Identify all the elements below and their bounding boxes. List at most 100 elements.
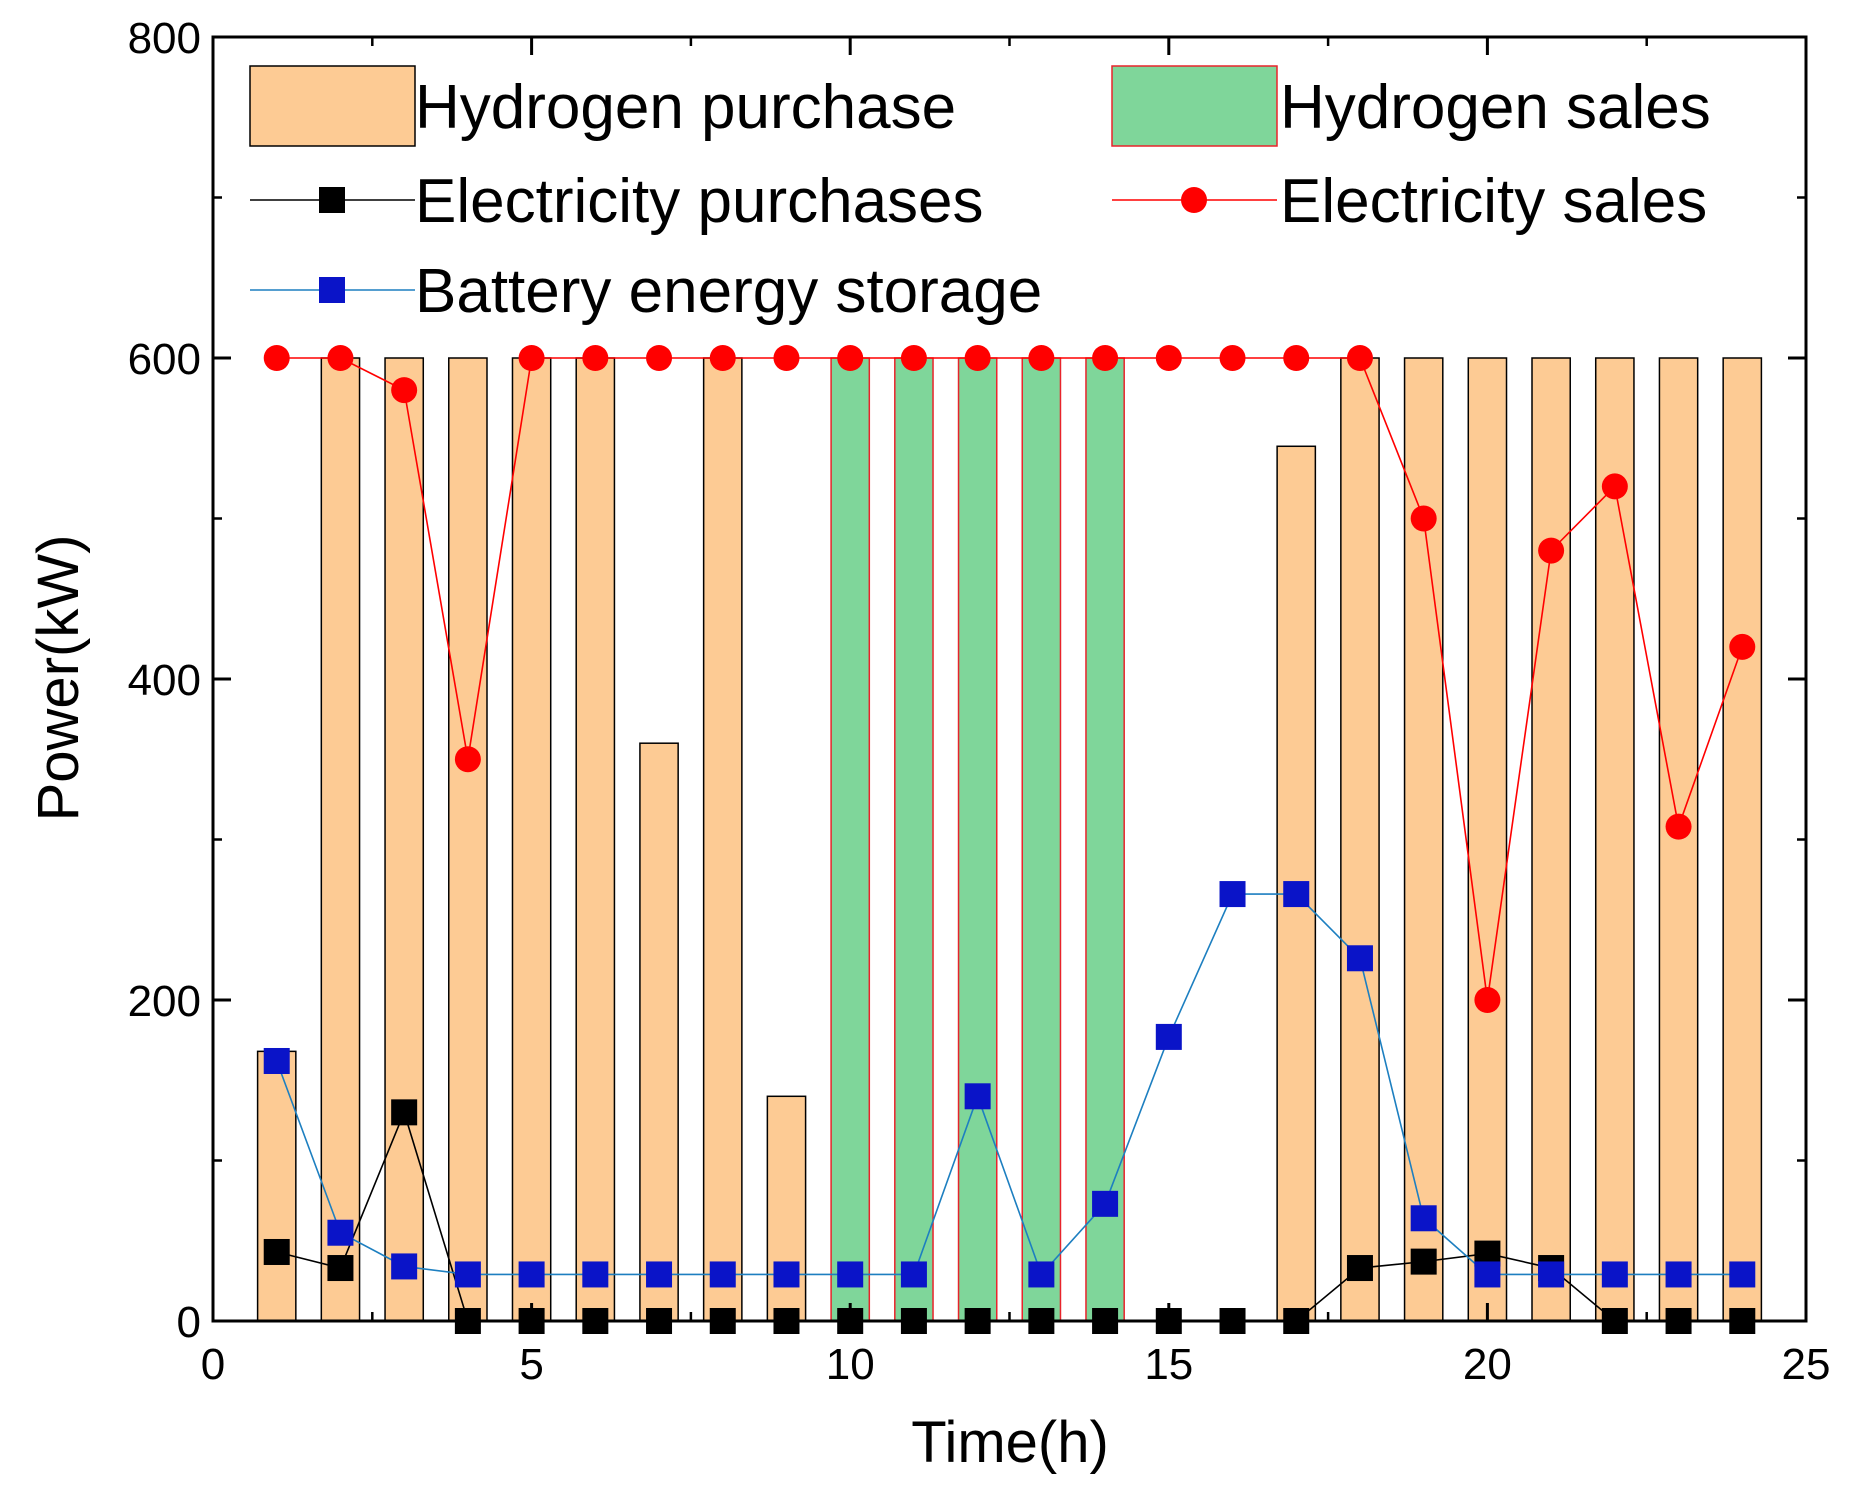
battery-energy-storage-point — [518, 1261, 545, 1288]
electricity-sales-point — [646, 345, 673, 371]
battery-energy-storage-point — [1028, 1261, 1055, 1288]
legend-item-electricity-purchases: Electricity purchases — [250, 167, 984, 236]
electricity-sales-point — [1092, 345, 1119, 371]
electricity-sales-point — [773, 345, 800, 371]
electricity-sales-point — [1410, 505, 1437, 532]
battery-energy-storage-point — [1410, 1205, 1437, 1232]
electricity-purchases-point — [327, 1255, 354, 1282]
y-tick-label: 0 — [177, 1298, 201, 1347]
electricity-sales-point — [1346, 345, 1373, 371]
x-tick-label: 15 — [1144, 1340, 1193, 1389]
battery-energy-storage-point — [1665, 1261, 1692, 1288]
hydrogen-purchase-bar — [702, 357, 743, 1322]
legend: Hydrogen purchase Hydrogen sales Electrici… — [249, 65, 1711, 326]
electricity-purchases-point — [263, 1238, 290, 1265]
battery-energy-storage-point — [582, 1261, 609, 1288]
x-tick-label: 10 — [826, 1340, 875, 1389]
electricity-sales-point — [1155, 345, 1182, 371]
hydrogen-purchase-bar — [448, 357, 488, 1322]
hydrogen-sales-bar — [1085, 357, 1125, 1322]
battery-energy-storage-point — [964, 1083, 991, 1110]
battery-energy-storage-point — [1283, 881, 1310, 908]
legend-marker — [1181, 187, 1207, 213]
electricity-sales-point — [1474, 987, 1501, 1013]
hydrogen-purchase-bar — [1403, 357, 1444, 1322]
y-tick-label: 800 — [128, 14, 201, 63]
hydrogen-purchase-bar — [639, 742, 679, 1322]
electricity-purchases-point — [391, 1099, 418, 1126]
electricity-sales-point — [964, 345, 991, 371]
electricity-sales-point — [1729, 633, 1756, 660]
electricity-purchases-point — [1346, 1255, 1373, 1282]
hydrogen-purchase-bar — [1722, 357, 1763, 1322]
hydrogen-sales-bar — [1021, 357, 1062, 1322]
bars-layer — [256, 357, 1763, 1322]
axes-layer: 0 5 10 15 20 25 0 200 400 600 800 — [128, 14, 1831, 1389]
hydrogen-sales-bar — [894, 357, 934, 1322]
legend-item-hydrogen-sales: Hydrogen sales — [1111, 65, 1711, 147]
electricity-sales-point — [1665, 813, 1692, 840]
legend-marker — [319, 187, 345, 213]
electricity-sales-point — [900, 345, 927, 371]
electricity-sales-point — [582, 345, 609, 371]
hydrogen-sales-bar — [957, 357, 998, 1322]
electricity-sales-point — [327, 345, 354, 371]
legend-label: Electricity sales — [1280, 167, 1707, 236]
battery-energy-storage-point — [1538, 1261, 1565, 1288]
battery-energy-storage-point — [1219, 881, 1246, 908]
battery-energy-storage-point — [1601, 1261, 1628, 1288]
battery-energy-storage-point — [391, 1253, 418, 1280]
hydrogen-purchase-bar — [1531, 357, 1571, 1322]
hydrogen-sales-bar — [830, 357, 871, 1322]
electricity-sales-point — [1283, 345, 1310, 371]
x-tick-label: 20 — [1463, 1340, 1512, 1389]
legend-label: Electricity purchases — [415, 167, 984, 236]
electricity-sales-point — [454, 746, 481, 773]
battery-energy-storage-point — [263, 1047, 290, 1074]
battery-energy-storage-point — [709, 1261, 736, 1288]
y-tick-label: 200 — [128, 977, 201, 1026]
battery-energy-storage-point — [454, 1261, 481, 1288]
hydrogen-purchase-bar — [1467, 357, 1508, 1322]
hydrogen-purchase-bar — [511, 357, 552, 1322]
battery-energy-storage-point — [327, 1219, 354, 1246]
electricity-sales-point — [709, 345, 736, 371]
x-axis-label: Time(h) — [911, 1410, 1109, 1475]
legend-item-hydrogen-purchase: Hydrogen purchase — [249, 65, 956, 147]
battery-energy-storage-point — [1474, 1261, 1501, 1288]
legend-swatch — [1111, 65, 1278, 147]
hydrogen-purchase-bar — [384, 357, 425, 1322]
electricity-sales-point — [1538, 537, 1565, 564]
hydrogen-purchase-bar — [1594, 357, 1635, 1322]
legend-item-battery-energy-storage: Battery energy storage — [250, 257, 1042, 326]
electricity-sales-point — [1028, 345, 1055, 371]
battery-energy-storage-point — [1346, 945, 1373, 972]
hydrogen-purchase-bar — [1340, 357, 1380, 1322]
electricity-sales-point — [1601, 473, 1628, 500]
x-tick-label: 0 — [201, 1340, 225, 1389]
electricity-purchases-point — [1410, 1248, 1437, 1275]
legend-item-electricity-sales: Electricity sales — [1112, 167, 1707, 236]
x-tick-label: 25 — [1782, 1340, 1831, 1389]
electricity-sales-point — [837, 345, 864, 371]
legend-marker — [319, 277, 345, 303]
legend-label: Battery energy storage — [415, 257, 1042, 326]
battery-energy-storage-point — [1155, 1023, 1182, 1050]
battery-energy-storage-point — [773, 1261, 800, 1288]
battery-energy-storage-point — [1092, 1190, 1119, 1217]
electricity-sales-point — [518, 345, 545, 371]
battery-energy-storage-point — [1729, 1261, 1756, 1288]
battery-energy-storage-point — [837, 1261, 864, 1288]
battery-energy-storage-point — [646, 1261, 673, 1288]
x-tick-label: 5 — [519, 1340, 543, 1389]
y-tick-label: 400 — [128, 656, 201, 705]
electricity-sales-point — [263, 345, 290, 371]
legend-label: Hydrogen purchase — [415, 73, 956, 142]
hydrogen-purchase-bar — [575, 357, 616, 1322]
electricity-sales-line — [276, 357, 1744, 1001]
y-axis-label: Power(kW) — [26, 535, 91, 822]
battery-energy-storage-point — [900, 1261, 927, 1288]
electricity-sales-point — [1219, 345, 1246, 371]
hydrogen-purchase-bar — [256, 1050, 297, 1322]
